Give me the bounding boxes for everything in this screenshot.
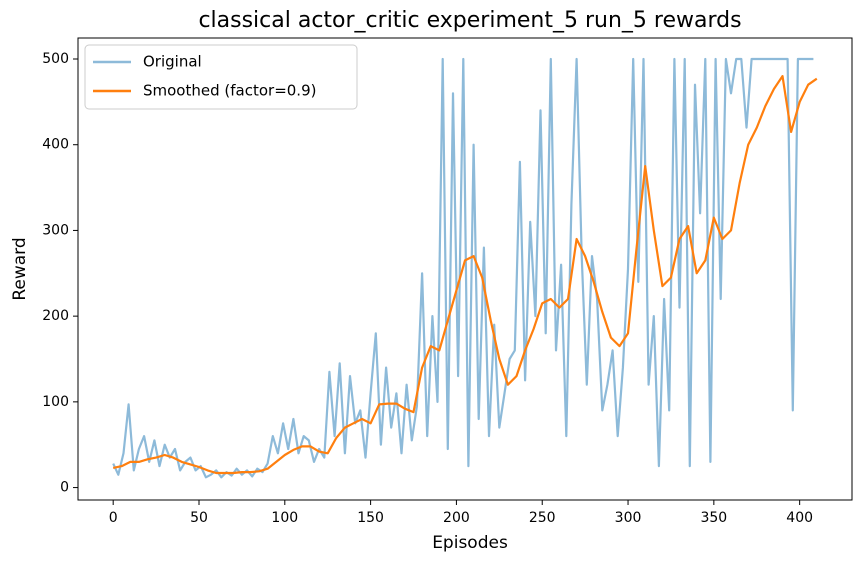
y-tick-label: 200 — [42, 308, 69, 324]
y-tick-label: 300 — [42, 222, 69, 238]
series-line — [112, 57, 814, 479]
legend-label: Smoothed (factor=0.9) — [143, 82, 316, 100]
y-axis-label: Reward — [10, 237, 30, 300]
x-tick-label: 50 — [190, 510, 208, 526]
x-tick-label: 300 — [615, 510, 642, 526]
y-tick-label: 100 — [42, 394, 69, 410]
chart-title: classical actor_critic experiment_5 run_… — [198, 8, 741, 33]
x-tick-label: 350 — [700, 510, 727, 526]
legend-label: Original — [143, 53, 202, 71]
y-tick-label: 500 — [42, 51, 69, 67]
y-tick-label: 0 — [60, 480, 69, 496]
legend: Original Smoothed (factor=0.9) — [84, 44, 358, 110]
x-tick-label: 400 — [786, 510, 813, 526]
x-tick-label: 250 — [529, 510, 556, 526]
axes-frame — [77, 37, 853, 501]
x-tick-label: 100 — [271, 510, 298, 526]
plot-area — [112, 57, 818, 479]
x-tick-label: 0 — [109, 510, 118, 526]
x-axis-label: Episodes — [432, 533, 508, 553]
y-tick-label: 400 — [42, 137, 69, 153]
x-tick-label: 150 — [357, 510, 384, 526]
legend-box — [84, 44, 358, 110]
series-line — [112, 75, 818, 475]
x-tick-label: 200 — [443, 510, 470, 526]
